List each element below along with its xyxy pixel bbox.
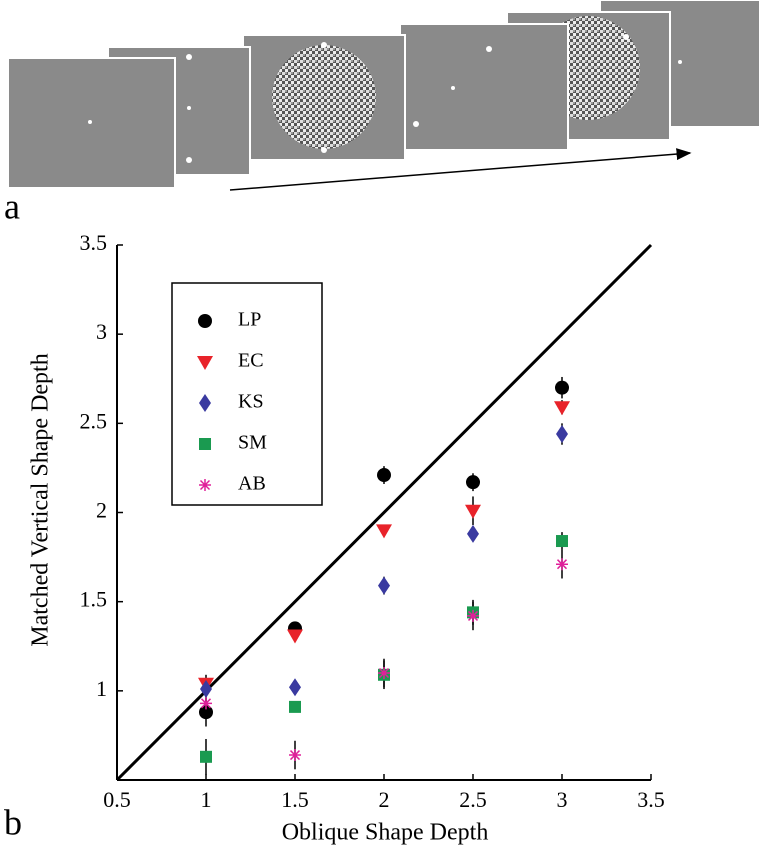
legend-label: SM bbox=[238, 432, 267, 454]
x-tick-label: 3 bbox=[557, 787, 568, 812]
legend-label: KS bbox=[238, 391, 264, 413]
y-tick-label: 2 bbox=[96, 498, 107, 523]
y-tick-label: 1.5 bbox=[80, 587, 108, 612]
y-tick-label: 3.5 bbox=[80, 230, 108, 255]
x-tick-label: 0.5 bbox=[103, 787, 131, 812]
marker bbox=[376, 524, 392, 539]
marker bbox=[200, 750, 212, 763]
legend-box bbox=[171, 282, 323, 506]
panel-label: a bbox=[4, 186, 20, 226]
marker bbox=[287, 629, 303, 644]
x-tick-label: 1.5 bbox=[281, 787, 309, 812]
y-tick-label: 3 bbox=[96, 319, 107, 344]
legend-label: EC bbox=[238, 350, 264, 372]
stimulus-sequence bbox=[7, 0, 760, 191]
marker bbox=[467, 524, 479, 543]
marker bbox=[289, 700, 301, 713]
legend-label: AB bbox=[238, 473, 266, 495]
y-tick-label: 2.5 bbox=[80, 408, 108, 433]
x-tick-label: 1 bbox=[201, 787, 212, 812]
x-axis-label: Oblique Shape Depth bbox=[282, 820, 489, 846]
marker bbox=[467, 609, 479, 622]
marker bbox=[378, 667, 390, 679]
marker bbox=[378, 576, 390, 595]
legend-marker bbox=[199, 438, 211, 450]
marker bbox=[377, 468, 391, 483]
marker bbox=[465, 504, 481, 519]
marker bbox=[200, 680, 212, 699]
x-tick-label: 2.5 bbox=[459, 787, 487, 812]
marker bbox=[556, 425, 568, 444]
marker bbox=[555, 380, 569, 395]
panel-label: b bbox=[4, 802, 22, 842]
marker bbox=[289, 749, 301, 762]
marker bbox=[200, 697, 212, 710]
marker bbox=[466, 475, 480, 490]
y-tick-label: 1 bbox=[96, 676, 107, 701]
legend-marker bbox=[199, 394, 211, 412]
legend-marker bbox=[199, 479, 211, 491]
marker bbox=[556, 558, 568, 571]
legend-marker bbox=[198, 314, 212, 328]
x-tick-label: 2 bbox=[379, 787, 390, 812]
legend-label: LP bbox=[238, 309, 261, 331]
x-tick-label: 3.5 bbox=[637, 787, 665, 812]
marker bbox=[289, 678, 301, 697]
marker bbox=[199, 705, 213, 720]
legend-marker bbox=[197, 356, 213, 370]
marker bbox=[554, 401, 570, 416]
marker bbox=[556, 535, 568, 548]
y-axis-label: Matched Vertical Shape Depth bbox=[28, 353, 54, 646]
